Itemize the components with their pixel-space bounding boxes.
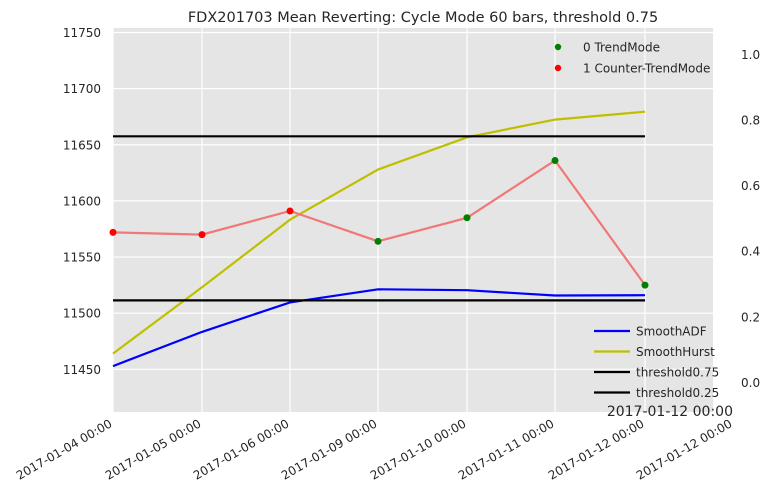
x-tick-label-4: 2017-01-10 00:00 bbox=[368, 416, 469, 482]
left-axis: 11450 11500 11550 11600 11650 11700 11750 bbox=[63, 26, 101, 377]
x-tick-label-2: 2017-01-06 00:00 bbox=[191, 416, 292, 482]
right-axis: 0.0 0.2 0.4 0.6 0.8 1.0 bbox=[741, 48, 760, 390]
legend-lines: SmoothADF SmoothHurst threshold0.75 thresho… bbox=[594, 325, 719, 400]
y-right-tick-label-1: 0.2 bbox=[741, 310, 760, 324]
x-tick-label-1: 2017-01-05 00:00 bbox=[103, 416, 204, 482]
legend-point-marker-1 bbox=[554, 64, 562, 72]
x-tick-label-7: 2017-01-12 00:00 bbox=[634, 416, 735, 482]
y-left-tick-label-0: 11450 bbox=[63, 363, 101, 377]
y-right-tick-label-2: 0.4 bbox=[741, 245, 760, 259]
legend-line-label-3: threshold0.25 bbox=[636, 386, 719, 400]
y-right-tick-label-5: 1.0 bbox=[741, 48, 760, 62]
legend-points: 0 TrendMode 1 Counter-TrendMode bbox=[554, 41, 710, 76]
x-tick-label-6: 2017-01-12 00:00 bbox=[546, 416, 647, 482]
mode-marker-2 bbox=[286, 207, 294, 215]
y-left-tick-label-5: 11700 bbox=[63, 82, 101, 96]
y-left-tick-label-6: 11750 bbox=[63, 26, 101, 40]
chart-title: FDX201703 Mean Reverting: Cycle Mode 60 … bbox=[188, 10, 658, 26]
y-left-tick-label-3: 11600 bbox=[63, 194, 101, 208]
legend-point-label-0: 0 TrendMode bbox=[583, 41, 660, 55]
y-right-tick-label-4: 0.8 bbox=[741, 113, 760, 127]
y-left-tick-label-1: 11500 bbox=[63, 307, 101, 321]
mode-markers bbox=[109, 156, 649, 289]
legend-point-marker-0 bbox=[554, 43, 562, 51]
x-tick-label-0: 2017-01-04 00:00 bbox=[14, 416, 115, 482]
legend-line-label-2: threshold0.75 bbox=[636, 366, 719, 380]
series-line-1 bbox=[112, 110, 646, 355]
y-right-tick-label-0: 0.0 bbox=[741, 376, 760, 390]
y-right-tick-label-3: 0.6 bbox=[741, 179, 760, 193]
plot-area bbox=[113, 28, 713, 412]
x-tick-label-5: 2017-01-11 00:00 bbox=[456, 416, 557, 482]
mode-marker-4 bbox=[463, 214, 471, 222]
legend-point-label-1: 1 Counter-TrendMode bbox=[583, 62, 710, 76]
mode-marker-5 bbox=[551, 156, 559, 164]
x-corner-label: 2017-01-12 00:00 bbox=[607, 404, 733, 420]
series-lines bbox=[112, 110, 646, 368]
x-tick-label-3: 2017-01-09 00:00 bbox=[279, 416, 380, 482]
y-left-tick-label-4: 11650 bbox=[63, 138, 101, 152]
legend-line-label-0: SmoothADF bbox=[636, 325, 707, 339]
mode-marker-0 bbox=[109, 228, 117, 236]
series-line-0 bbox=[112, 288, 646, 368]
legend-line-label-1: SmoothHurst bbox=[636, 345, 715, 359]
mode-marker-6 bbox=[641, 281, 649, 289]
mode-marker-1 bbox=[198, 231, 206, 239]
mode-marker-3 bbox=[374, 237, 382, 245]
y-left-tick-label-2: 11550 bbox=[63, 251, 101, 265]
